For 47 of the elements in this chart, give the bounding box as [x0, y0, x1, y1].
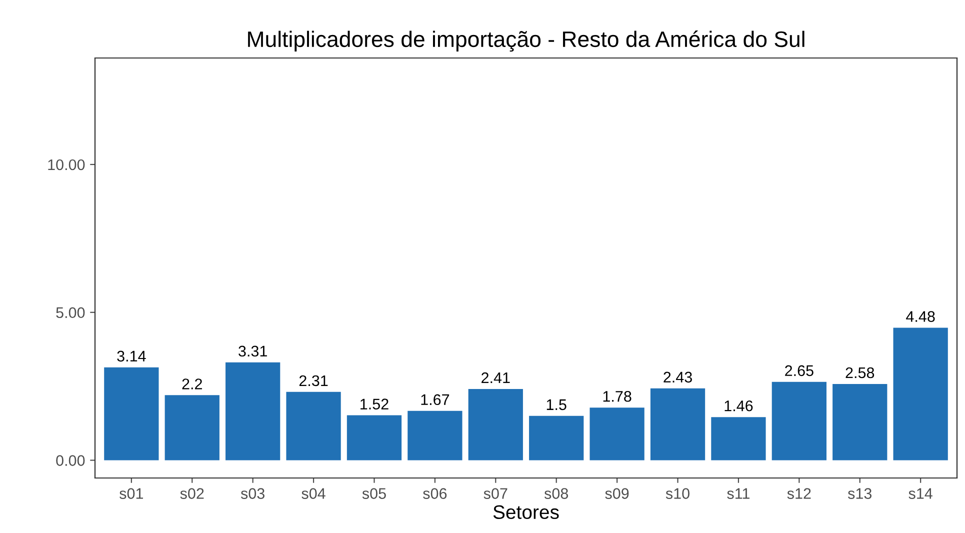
bar — [650, 388, 706, 460]
y-tick-label: 10.00 — [48, 159, 85, 170]
y-tick-label: 5.00 — [56, 307, 85, 318]
x-tick-label: s12 — [787, 488, 811, 499]
x-tick-label: s10 — [666, 488, 690, 499]
bar — [711, 417, 766, 460]
data-label: 1.52 — [360, 398, 388, 410]
x-tick-label: s14 — [908, 488, 932, 499]
data-label: 2.65 — [785, 365, 814, 376]
chart-title: Multiplicadores de importação - Resto da América do Sul — [248, 30, 804, 52]
y-tick-label: 0.00 — [56, 455, 85, 466]
bar — [408, 410, 462, 460]
bar — [468, 388, 523, 460]
data-label: 1.46 — [724, 400, 753, 412]
data-label: 4.48 — [906, 311, 935, 322]
x-axis-title: Setores — [493, 505, 559, 520]
bar — [226, 362, 280, 460]
bar — [164, 395, 220, 460]
bar — [832, 384, 888, 460]
data-label: 2.58 — [846, 367, 874, 378]
data-label: 1.5 — [546, 399, 566, 410]
data-label: 3.31 — [238, 346, 267, 357]
x-tick-label: s08 — [544, 488, 568, 499]
bar — [772, 382, 826, 460]
data-label: 1.67 — [421, 394, 450, 406]
bar — [529, 416, 584, 460]
x-tick-label: s01 — [120, 488, 143, 499]
bar — [346, 415, 402, 460]
x-tick-label: s02 — [180, 488, 204, 499]
data-label: 2.31 — [299, 375, 328, 386]
data-label: 2.2 — [182, 378, 202, 390]
bar — [104, 367, 159, 460]
data-label: 2.41 — [482, 372, 510, 384]
x-tick-label: s07 — [484, 488, 508, 499]
x-tick-label: s05 — [362, 488, 386, 499]
x-tick-label: s06 — [423, 488, 447, 499]
x-tick-label: s03 — [240, 488, 264, 499]
x-tick-label: s13 — [848, 488, 872, 499]
data-label: 3.14 — [117, 350, 146, 362]
data-label: 2.43 — [664, 372, 692, 383]
bar — [286, 392, 341, 460]
x-tick-label: s09 — [605, 488, 629, 499]
bar — [893, 328, 948, 460]
x-tick-label: s04 — [302, 488, 326, 499]
bar — [590, 408, 644, 460]
data-label: 1.78 — [603, 390, 632, 402]
x-tick-label: s11 — [727, 488, 750, 499]
